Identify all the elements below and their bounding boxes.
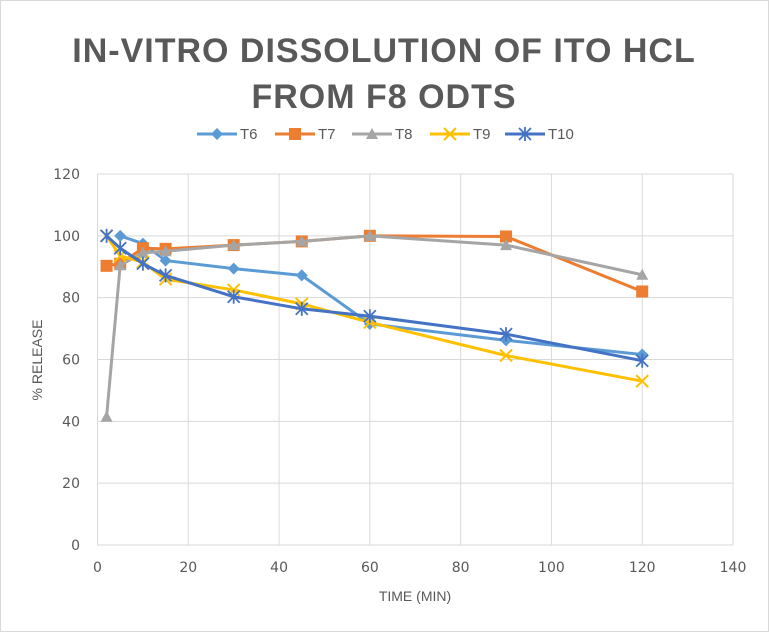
diamond-marker <box>159 254 172 267</box>
legend-item-t10: T10 <box>505 126 574 143</box>
x-tick-label: 60 <box>361 560 379 576</box>
legend-label: T7 <box>318 126 336 143</box>
triangle-marker <box>500 239 513 251</box>
legend-label: T9 <box>473 126 491 143</box>
triangle-marker <box>159 245 172 257</box>
legend-item-t7: T7 <box>275 126 336 143</box>
x-marker <box>443 127 457 141</box>
y-tick-label: 20 <box>62 476 80 492</box>
triangle-marker <box>114 259 127 271</box>
asterisk-marker <box>113 241 127 256</box>
legend-item-t8: T8 <box>352 126 413 143</box>
square-marker <box>289 128 301 140</box>
asterisk-marker <box>227 289 241 304</box>
asterisk-marker <box>363 309 377 324</box>
x-tick-label: 140 <box>720 560 747 576</box>
series-line-t6 <box>119 234 643 357</box>
x-tick-label: 80 <box>452 560 470 576</box>
triangle-marker <box>636 268 649 280</box>
legend: T6 T7 T8 T9 T10 <box>197 126 574 143</box>
triangle-marker <box>136 246 149 258</box>
y-tick-label: 0 <box>71 538 80 554</box>
series-group <box>99 228 649 422</box>
series-t10 <box>99 228 649 368</box>
series-t9 <box>99 229 649 388</box>
x-tick-label: 100 <box>538 560 565 576</box>
asterisk-marker <box>136 256 150 271</box>
series-line-t10 <box>105 234 643 363</box>
x-tick-label: 120 <box>629 560 656 576</box>
legend-item-t6: T6 <box>197 126 258 143</box>
legend-label: T6 <box>240 126 258 143</box>
y-tick-label: 100 <box>53 229 80 245</box>
diamond-marker <box>227 262 240 275</box>
triangle-marker <box>227 239 240 251</box>
asterisk-marker <box>99 228 114 243</box>
asterisk-marker <box>158 268 173 283</box>
series-t8 <box>100 229 649 422</box>
legend-item-t9: T9 <box>430 126 491 143</box>
x-tick-label: 20 <box>179 560 197 576</box>
asterisk-marker <box>295 301 309 316</box>
y-tick-label: 60 <box>62 353 80 369</box>
y-tick-label: 120 <box>53 167 80 183</box>
y-tick-label: 40 <box>62 414 80 430</box>
triangle-marker <box>366 128 378 139</box>
x-marker <box>499 348 513 363</box>
square-marker <box>636 285 649 298</box>
chart-title-line-1: IN-VITRO DISSOLUTION OF ITO HCL <box>72 32 695 70</box>
x-tick-label: 40 <box>270 560 288 576</box>
chart-title-line-2: FROM F8 ODTS <box>251 78 516 116</box>
diamond-marker <box>295 269 308 282</box>
triangle-marker <box>295 235 308 247</box>
y-tick-label: 80 <box>62 291 80 307</box>
triangle-marker <box>363 229 376 241</box>
square-marker <box>100 259 113 272</box>
square-marker <box>500 230 513 243</box>
diamond-marker <box>114 229 127 242</box>
x-marker <box>635 374 649 388</box>
asterisk-marker <box>499 327 513 342</box>
x-tick-label: 0 <box>93 560 102 576</box>
x-tick-labels: 0 20 40 60 80 100 120 140 <box>93 560 746 576</box>
legend-label: T10 <box>548 126 574 143</box>
x-axis-label: TIME (MIN) <box>379 588 451 604</box>
y-tick-labels: 0 20 40 60 80 100 120 <box>53 167 80 554</box>
asterisk-marker <box>518 127 532 141</box>
y-axis-label: % RELEASE <box>29 320 45 401</box>
legend-label: T8 <box>395 126 413 143</box>
asterisk-marker <box>635 353 649 368</box>
triangle-marker <box>100 410 113 422</box>
diamond-marker <box>211 128 223 140</box>
